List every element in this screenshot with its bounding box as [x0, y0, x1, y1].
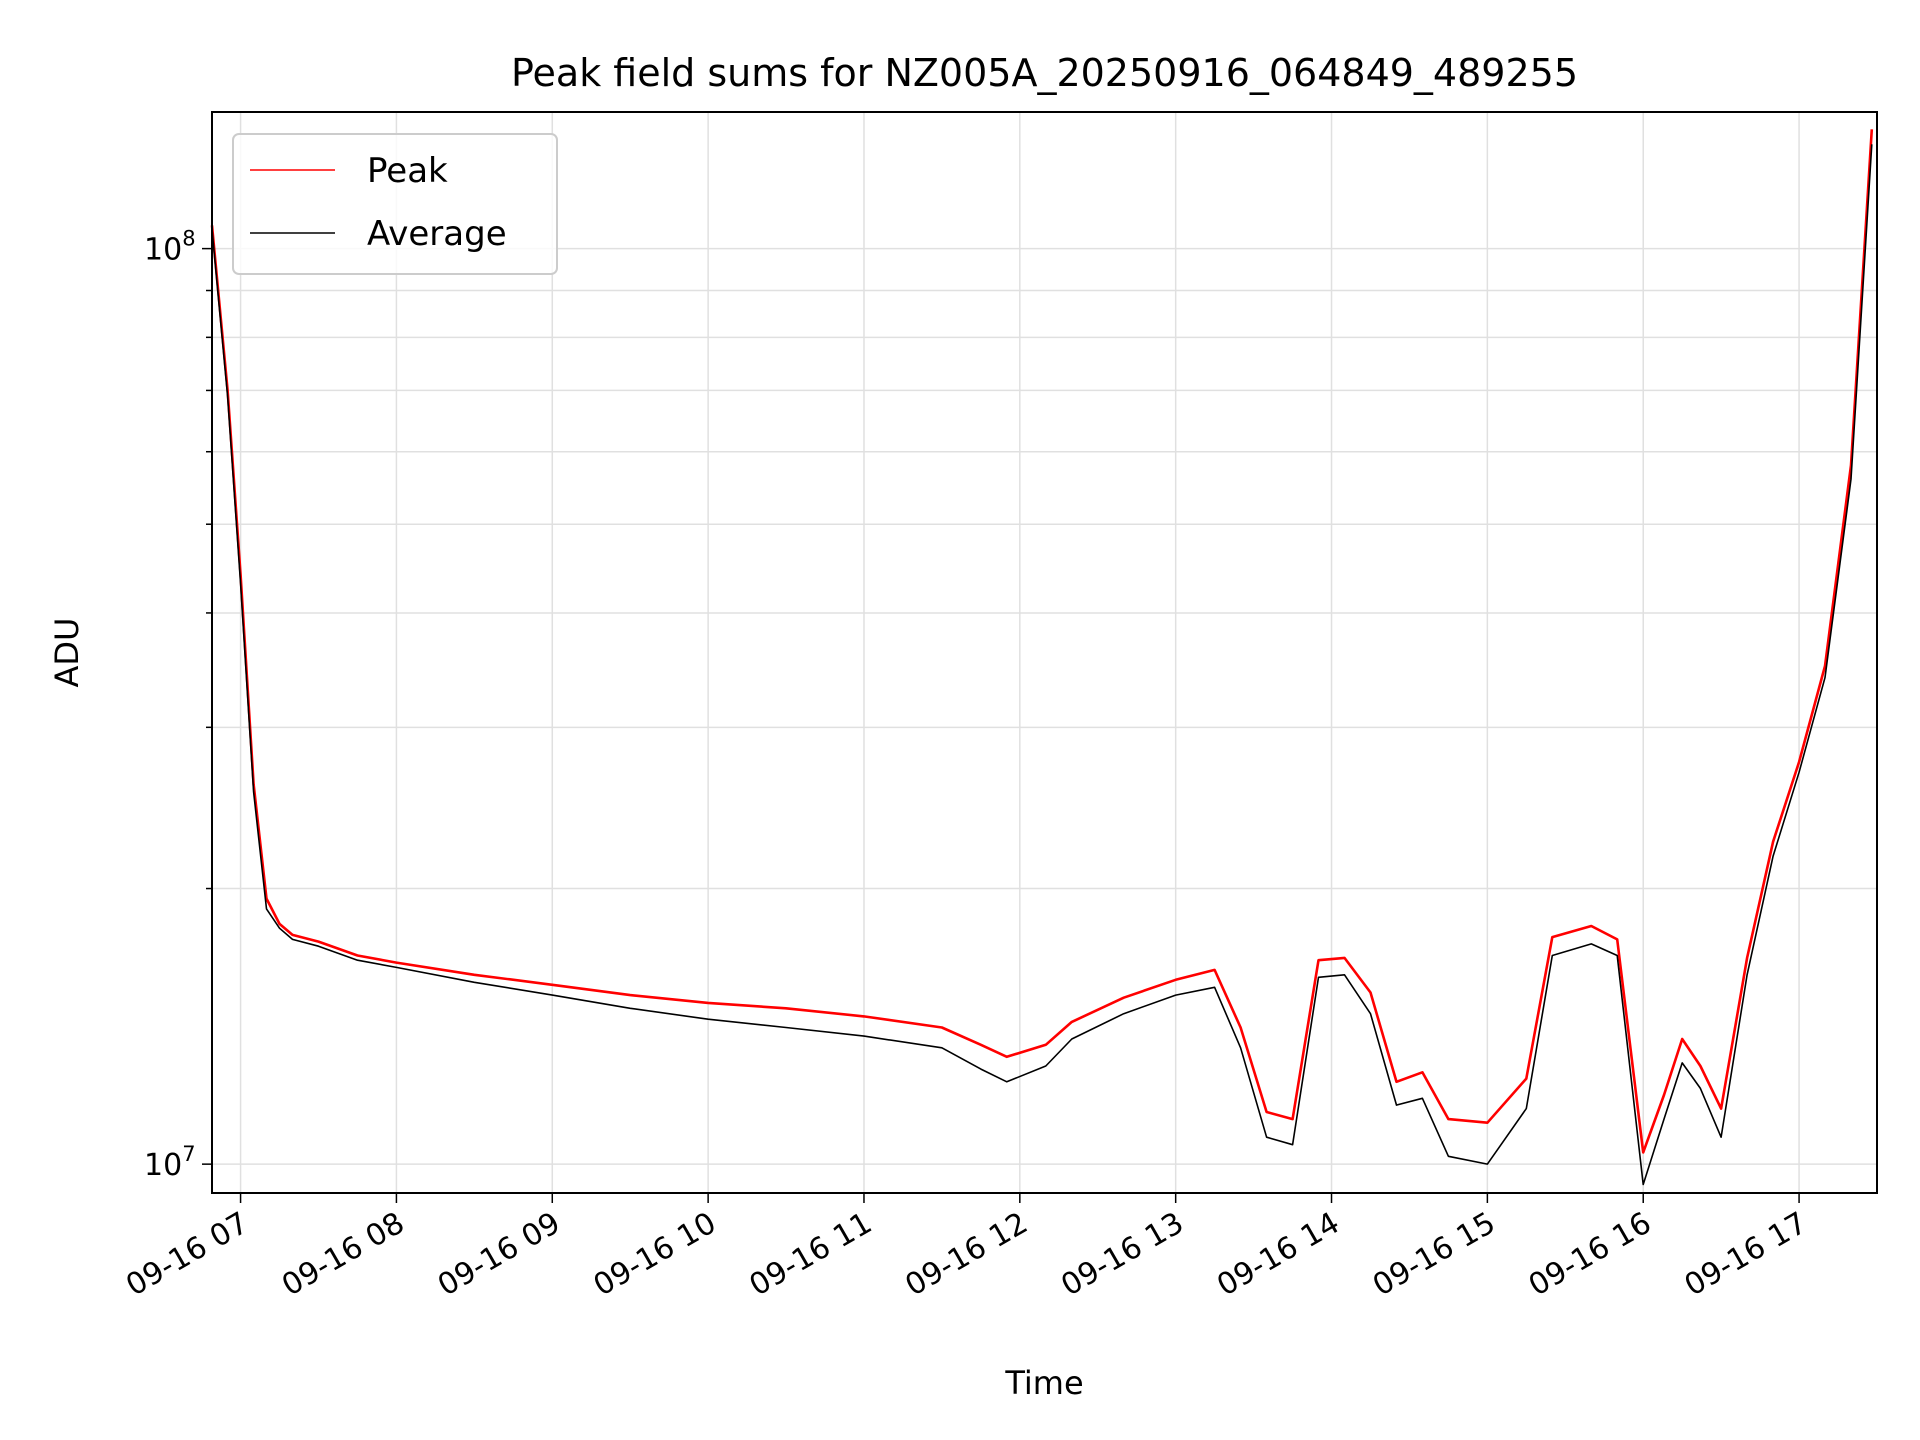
average-series-line	[211, 144, 1873, 1186]
legend-peak-label: Peak	[367, 151, 448, 191]
series-layer	[210, 129, 1874, 1186]
legend: Peak Average	[232, 133, 558, 275]
y-axis-label: ADU	[48, 618, 86, 688]
y-tick-label: 108	[144, 227, 196, 268]
y-tick-label: 107	[144, 1142, 196, 1183]
legend-average-label: Average	[367, 214, 507, 254]
plot-frame	[211, 111, 1878, 1194]
legend-box	[232, 133, 558, 275]
grid-layer	[212, 112, 1877, 1193]
peak-series-line	[210, 129, 1874, 1154]
chart-title: Peak field sums for NZ005A_20250916_0648…	[511, 51, 1578, 95]
x-axis-label: Time	[1004, 1364, 1083, 1402]
